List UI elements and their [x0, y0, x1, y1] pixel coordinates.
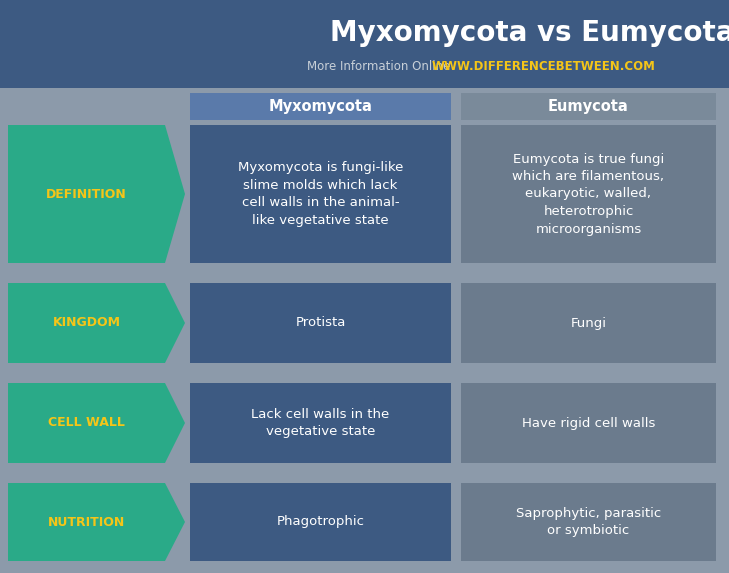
Text: WWW.DIFFERENCEBETWEEN.COM: WWW.DIFFERENCEBETWEEN.COM: [431, 60, 655, 73]
Text: Protista: Protista: [295, 316, 346, 329]
Polygon shape: [8, 383, 185, 463]
Text: Saprophytic, parasitic
or symbiotic: Saprophytic, parasitic or symbiotic: [516, 507, 661, 537]
FancyBboxPatch shape: [190, 93, 451, 120]
Polygon shape: [8, 283, 185, 363]
Text: More Information Online: More Information Online: [308, 60, 451, 73]
FancyBboxPatch shape: [461, 93, 716, 120]
Text: Eumycota: Eumycota: [548, 99, 629, 114]
FancyBboxPatch shape: [190, 483, 451, 561]
FancyBboxPatch shape: [461, 283, 716, 363]
FancyBboxPatch shape: [190, 283, 451, 363]
FancyBboxPatch shape: [0, 0, 729, 88]
Text: Lack cell walls in the
vegetative state: Lack cell walls in the vegetative state: [252, 408, 389, 438]
Text: Myxomycota vs Eumycota: Myxomycota vs Eumycota: [330, 19, 729, 48]
FancyBboxPatch shape: [461, 125, 716, 263]
FancyBboxPatch shape: [461, 383, 716, 463]
FancyBboxPatch shape: [461, 483, 716, 561]
Text: DEFINITION: DEFINITION: [46, 187, 127, 201]
Text: Fungi: Fungi: [571, 316, 607, 329]
Polygon shape: [8, 125, 185, 263]
Text: CELL WALL: CELL WALL: [48, 417, 125, 430]
Text: Eumycota is true fungi
which are filamentous,
eukaryotic, walled,
heterotrophic
: Eumycota is true fungi which are filamen…: [512, 152, 665, 236]
Text: Myxomycota is fungi-like
slime molds which lack
cell walls in the animal-
like v: Myxomycota is fungi-like slime molds whi…: [238, 161, 403, 227]
Text: Have rigid cell walls: Have rigid cell walls: [522, 417, 655, 430]
Text: Myxomycota: Myxomycota: [268, 99, 373, 114]
Text: NUTRITION: NUTRITION: [48, 516, 125, 528]
FancyBboxPatch shape: [190, 125, 451, 263]
Text: KINGDOM: KINGDOM: [52, 316, 120, 329]
Polygon shape: [8, 483, 185, 561]
Text: Phagotrophic: Phagotrophic: [276, 516, 364, 528]
FancyBboxPatch shape: [190, 383, 451, 463]
